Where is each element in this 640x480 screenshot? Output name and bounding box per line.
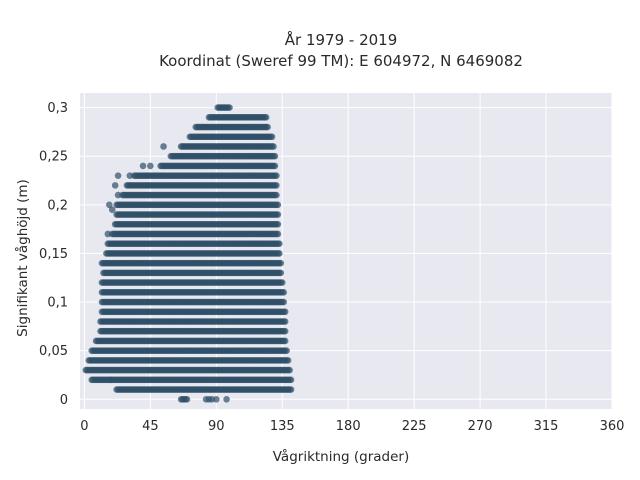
data-point — [273, 191, 280, 199]
data-point — [277, 259, 285, 267]
data-point — [226, 104, 233, 111]
x-tick-label: 270 — [468, 419, 493, 434]
data-point — [126, 172, 134, 179]
x-tick-label: 0 — [80, 419, 88, 434]
data-point — [281, 337, 289, 345]
y-tick-label: 0 — [60, 393, 68, 408]
data-point — [277, 269, 285, 277]
y-axis-label: Signifikant våghöjd (m) — [14, 179, 31, 337]
data-point — [281, 327, 289, 335]
data-point — [139, 162, 147, 170]
chart-title-line-1: År 1979 - 2019 — [285, 30, 398, 49]
x-tick-label: 45 — [142, 419, 159, 434]
data-point — [278, 279, 286, 286]
y-tick-label: 0,2 — [47, 198, 68, 213]
x-tick-label: 180 — [336, 419, 361, 434]
data-point — [271, 152, 279, 160]
data-points — [82, 104, 295, 403]
data-point — [167, 152, 175, 160]
data-point — [286, 366, 293, 374]
data-point — [104, 230, 112, 238]
data-point — [276, 240, 283, 248]
data-point — [283, 347, 290, 354]
data-point — [274, 201, 282, 209]
data-point — [271, 162, 279, 170]
data-point — [114, 172, 122, 179]
y-tick-label: 0,05 — [39, 344, 68, 359]
data-point — [280, 289, 288, 296]
y-tick-label: 0,3 — [47, 101, 68, 116]
data-point — [270, 143, 277, 150]
y-axis-ticks: 0 0,05 0,1 0,15 0,2 0,25 0,3 — [39, 101, 68, 408]
x-tick-label: 360 — [600, 419, 625, 434]
y-tick-label: 0,1 — [47, 296, 68, 311]
data-point — [108, 206, 116, 213]
y-tick-label: 0,25 — [39, 150, 68, 165]
x-tick-label: 90 — [208, 419, 225, 434]
data-point — [213, 395, 220, 403]
data-point — [274, 211, 282, 218]
x-tick-label: 315 — [534, 419, 559, 434]
data-point — [147, 162, 154, 170]
data-point — [274, 230, 282, 238]
x-tick-label: 225 — [402, 419, 427, 434]
data-point — [114, 191, 122, 199]
data-point — [183, 395, 191, 403]
data-point — [276, 250, 283, 257]
x-tick-label: 135 — [270, 419, 295, 434]
data-point — [287, 386, 295, 393]
data-point — [280, 298, 288, 306]
data-point — [111, 182, 119, 189]
chart-title-line-2: Koordinat (Sweref 99 TM): E 604972, N 64… — [159, 52, 523, 70]
x-axis-ticks: 0 45 90 135 180 225 270 315 360 — [80, 419, 624, 434]
data-point — [273, 172, 280, 179]
x-axis-label: Vågriktning (grader) — [273, 448, 410, 465]
data-point — [281, 308, 289, 316]
data-point — [268, 133, 276, 141]
data-point — [223, 395, 230, 403]
data-point — [264, 123, 271, 131]
data-point — [273, 182, 280, 189]
data-point — [287, 376, 295, 384]
data-point — [274, 220, 282, 228]
data-point — [160, 143, 167, 150]
data-point — [262, 114, 270, 121]
data-point — [284, 357, 292, 364]
data-point — [107, 376, 115, 384]
y-tick-label: 0,15 — [39, 247, 68, 262]
data-point — [281, 318, 289, 325]
data-point — [106, 201, 113, 209]
